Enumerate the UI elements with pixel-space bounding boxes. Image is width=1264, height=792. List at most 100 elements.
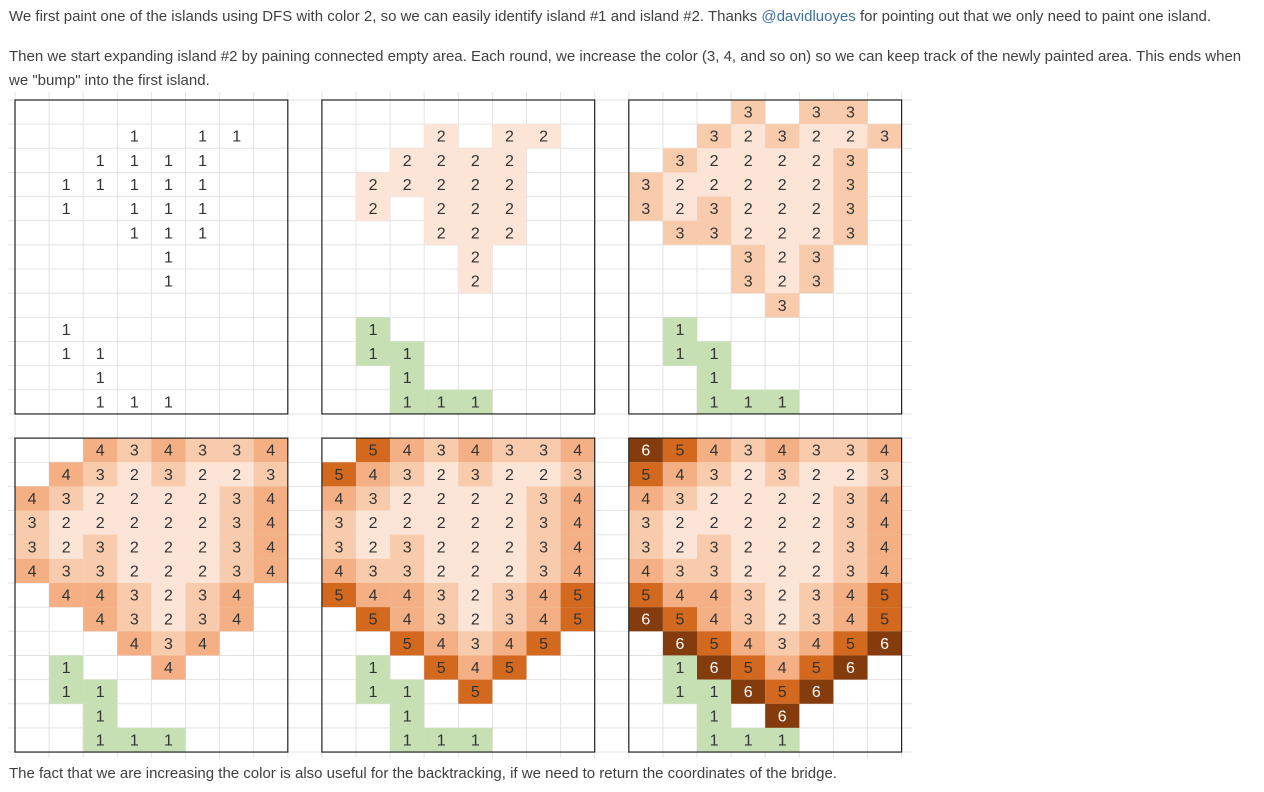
cell bbox=[390, 583, 425, 608]
cell bbox=[458, 631, 493, 656]
cell-value: 1 bbox=[675, 660, 684, 677]
cell-value: 1 bbox=[130, 732, 139, 749]
cell-value: 3 bbox=[96, 563, 105, 580]
cell-value: 2 bbox=[403, 515, 412, 532]
cell bbox=[799, 655, 834, 680]
cell-value: 6 bbox=[641, 612, 650, 629]
cell bbox=[526, 631, 561, 656]
cell bbox=[731, 124, 766, 149]
cell-value: 1 bbox=[403, 346, 412, 363]
cell bbox=[492, 486, 527, 511]
cell-value: 5 bbox=[539, 636, 548, 653]
cell-value: 2 bbox=[812, 515, 821, 532]
cell-value: 2 bbox=[62, 515, 71, 532]
cell-value: 3 bbox=[846, 201, 855, 218]
cell bbox=[765, 196, 800, 221]
cell bbox=[697, 727, 732, 753]
cell-value: 3 bbox=[130, 443, 139, 460]
cell-value: 2 bbox=[812, 225, 821, 242]
cell bbox=[765, 607, 800, 632]
cell-value: 6 bbox=[710, 660, 719, 677]
cell-value: 2 bbox=[130, 539, 139, 556]
cell bbox=[833, 148, 868, 173]
cell bbox=[867, 558, 902, 583]
cell-value: 3 bbox=[130, 588, 139, 605]
cell-value: 5 bbox=[573, 612, 582, 629]
panel-border bbox=[321, 99, 596, 415]
cell bbox=[219, 558, 254, 583]
cell bbox=[458, 438, 493, 463]
cell-value: 4 bbox=[505, 636, 514, 653]
cell bbox=[731, 220, 766, 245]
cell-value: 4 bbox=[369, 588, 378, 605]
cell bbox=[117, 534, 152, 559]
cell bbox=[526, 486, 561, 511]
cell-value: 2 bbox=[778, 201, 787, 218]
cell bbox=[697, 341, 732, 366]
cell-value: 4 bbox=[710, 588, 719, 605]
cell bbox=[867, 124, 902, 149]
cell bbox=[799, 534, 834, 559]
cell-value: 3 bbox=[232, 563, 241, 580]
cell-value: 1 bbox=[403, 394, 412, 411]
cell bbox=[185, 438, 220, 463]
cell bbox=[219, 438, 254, 463]
cell-value: 3 bbox=[369, 563, 378, 580]
cell-value: 1 bbox=[710, 394, 719, 411]
cell-value: 3 bbox=[505, 588, 514, 605]
cell-value: 2 bbox=[471, 612, 480, 629]
cell bbox=[799, 438, 834, 463]
cell bbox=[424, 583, 459, 608]
cell-value: 1 bbox=[164, 394, 173, 411]
cell-value: 4 bbox=[471, 443, 480, 460]
cell-value: 1 bbox=[164, 274, 173, 291]
cell-value: 3 bbox=[880, 129, 889, 146]
cell bbox=[424, 462, 459, 487]
cell bbox=[151, 607, 186, 632]
cell bbox=[492, 583, 527, 608]
cell bbox=[424, 124, 459, 149]
link[interactable]: @davidluoyes bbox=[761, 8, 856, 25]
cell-value: 1 bbox=[62, 322, 71, 339]
cell bbox=[390, 703, 425, 728]
cell bbox=[253, 462, 288, 487]
cell bbox=[151, 438, 186, 463]
cell-value: 3 bbox=[744, 249, 753, 266]
cell-value: 2 bbox=[369, 201, 378, 218]
cell-value: 4 bbox=[130, 636, 139, 653]
cell-value: 1 bbox=[710, 370, 719, 387]
cell bbox=[356, 534, 391, 559]
cell-value: 2 bbox=[675, 201, 684, 218]
cell-value: 4 bbox=[266, 563, 275, 580]
cell-value: 2 bbox=[471, 274, 480, 291]
cell-value: 2 bbox=[710, 515, 719, 532]
cell-value: 3 bbox=[710, 539, 719, 556]
cell bbox=[731, 244, 766, 270]
cell-value: 3 bbox=[778, 467, 787, 484]
cell-value: 4 bbox=[539, 612, 548, 629]
cell-value: 3 bbox=[641, 515, 650, 532]
cell-value: 3 bbox=[505, 443, 514, 460]
cell bbox=[765, 269, 800, 294]
cell-value: 3 bbox=[539, 563, 548, 580]
cell bbox=[492, 631, 527, 656]
cell bbox=[185, 631, 220, 656]
cell bbox=[424, 534, 459, 559]
cell-value: 1 bbox=[369, 346, 378, 363]
cell-value: 1 bbox=[744, 732, 753, 749]
cell-value: 4 bbox=[334, 491, 343, 508]
cell bbox=[151, 510, 186, 535]
cell bbox=[185, 583, 220, 608]
cell-value: 1 bbox=[62, 201, 71, 218]
cell-value: 4 bbox=[266, 515, 275, 532]
paragraph: We first paint one of the islands using … bbox=[9, 5, 1211, 29]
cell-value: 5 bbox=[675, 443, 684, 460]
cell bbox=[833, 631, 868, 656]
cell-value: 3 bbox=[232, 539, 241, 556]
cell bbox=[799, 558, 834, 583]
cell bbox=[833, 558, 868, 583]
cell bbox=[219, 534, 254, 559]
cell bbox=[833, 462, 868, 487]
cell-value: 4 bbox=[880, 539, 889, 556]
cell-value: 2 bbox=[505, 563, 514, 580]
